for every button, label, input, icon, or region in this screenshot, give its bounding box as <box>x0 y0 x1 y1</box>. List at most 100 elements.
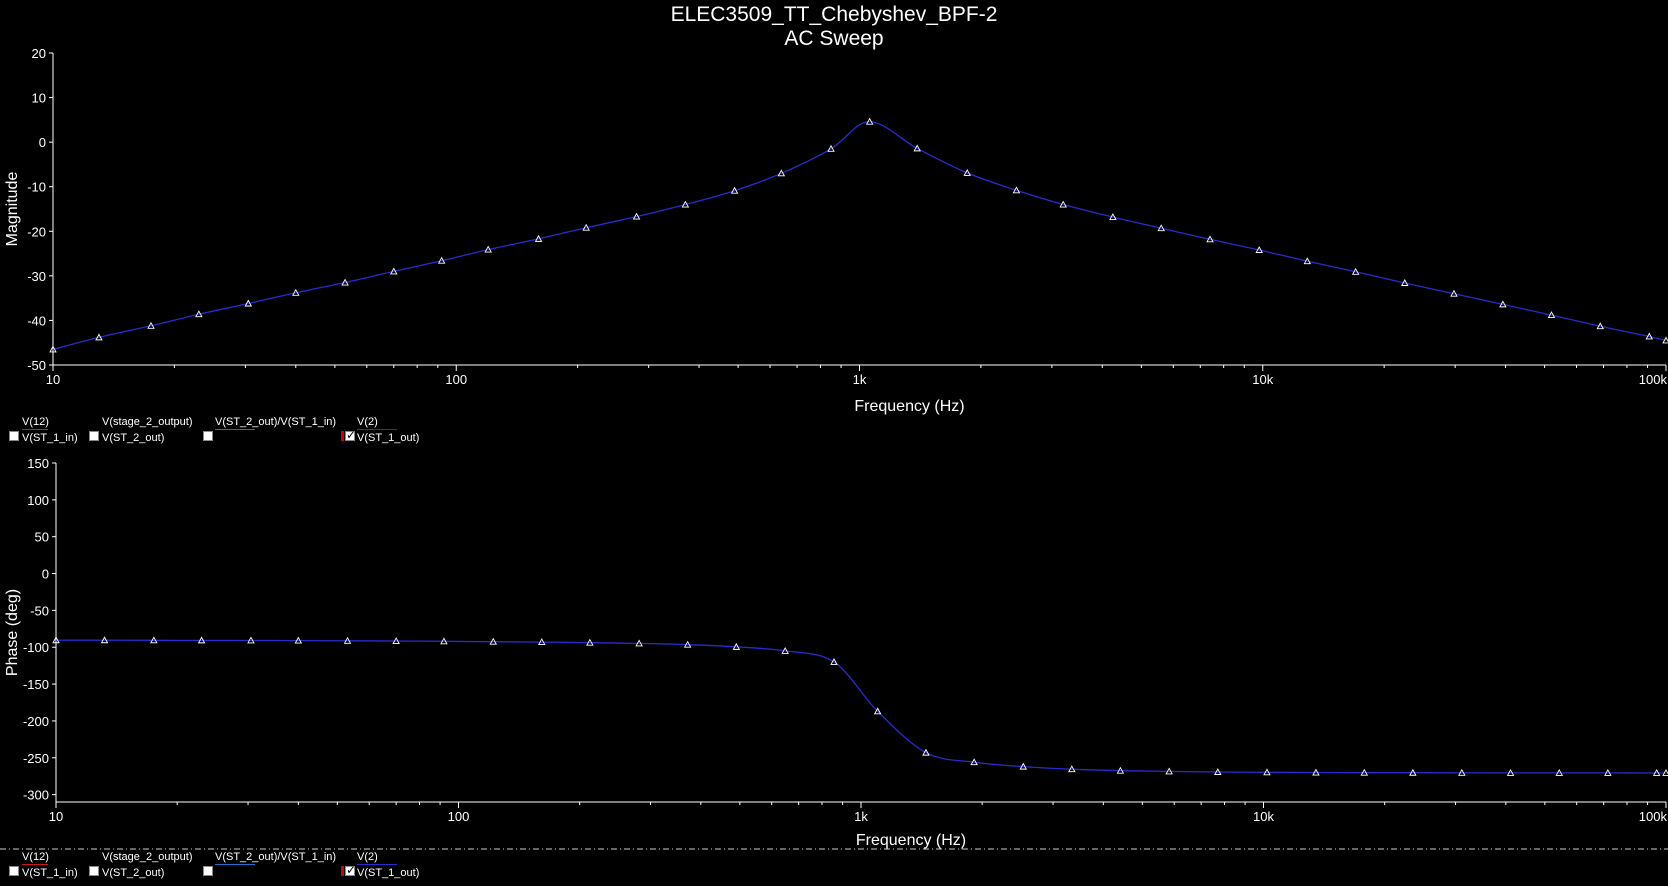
legend-checkbox[interactable] <box>89 866 99 876</box>
magnitude-data-point <box>1255 246 1263 253</box>
phase-data-point <box>1604 768 1612 776</box>
magnitude-data-point <box>534 234 543 242</box>
chart-subtitle: AC Sweep <box>784 27 883 50</box>
phase-y-tick-label: -300 <box>23 788 49 803</box>
phase-y-tick-label: -150 <box>23 677 49 692</box>
phase-x-tick-label: 1k <box>854 809 868 824</box>
magnitude-data-point <box>49 345 57 353</box>
magnitude-x-tick-label: 100k <box>1639 372 1668 387</box>
phase-data-point <box>343 636 352 644</box>
legend-checkbox[interactable] <box>203 866 213 876</box>
legend-checkbox[interactable] <box>9 431 19 441</box>
legend-trace-name: V(ST_1_out) <box>357 432 420 444</box>
legend-trace-label: V(12) <box>22 416 49 428</box>
magnitude-data-point <box>1499 300 1507 308</box>
phase-data-point <box>197 636 206 644</box>
phase-y-tick-label: 100 <box>27 493 49 508</box>
magnitude-data-point <box>147 321 155 329</box>
magnitude-data-point <box>1157 224 1165 232</box>
magnitude-data-point <box>195 310 203 318</box>
magnitude-data-point <box>1351 267 1360 275</box>
phase-data-point <box>1019 762 1028 770</box>
legend-checkbox[interactable] <box>345 863 356 877</box>
legend-trace-label: V(ST_2_out)/V(ST_1_in) <box>215 416 337 428</box>
phase-series-line <box>56 639 1666 774</box>
legend-color-swatch <box>357 429 397 430</box>
magnitude-y-tick-label: -40 <box>27 313 46 328</box>
legend-trace-name: V(ST_1_in) <box>22 432 78 444</box>
phase-data-point <box>781 646 789 654</box>
legend-checkbox[interactable] <box>89 431 99 441</box>
phase-y-tick-label: 50 <box>35 530 49 545</box>
phase-data-point <box>830 658 838 665</box>
legend-trace-label: V(2) <box>357 851 378 863</box>
legend-trace-label: V(12) <box>22 851 49 863</box>
magnitude-y-axis-title: Magnitude <box>4 172 21 247</box>
magnitude-data-point <box>865 117 874 125</box>
phase-data-point <box>922 748 930 756</box>
legend-trace-name: V(ST_1_in) <box>22 867 78 879</box>
legend-trace-name: V(ST_1_out) <box>357 867 420 879</box>
magnitude-data-point <box>730 186 739 194</box>
phase-x-axis-title: Frequency (Hz) <box>856 832 966 849</box>
phase-data-point <box>100 636 109 644</box>
phase-data-point <box>683 640 692 648</box>
magnitude-x-tick-label: 100 <box>445 372 467 387</box>
legend-color-swatch <box>215 429 255 430</box>
magnitude-data-point <box>827 144 835 152</box>
phase-data-point <box>586 638 594 646</box>
legend-checkbox[interactable] <box>203 431 213 441</box>
legend-checkbox[interactable] <box>345 428 356 442</box>
legend-color-swatch <box>357 864 397 865</box>
phase-data-point <box>1555 768 1564 776</box>
magnitude-data-point <box>341 278 349 286</box>
magnitude-data-point <box>1059 200 1067 208</box>
magnitude-data-point <box>1109 213 1117 220</box>
phase-y-tick-label: 0 <box>42 567 49 582</box>
phase-data-point <box>150 636 158 644</box>
magnitude-y-tick-label: -30 <box>27 269 46 284</box>
phase-y-tick-label: -200 <box>23 714 49 729</box>
legend-color-swatch <box>215 864 255 865</box>
magnitude-data-point <box>777 169 786 177</box>
phase-y-tick-label: -250 <box>23 751 49 766</box>
legend-trace-label: V(stage_2_output) <box>102 851 193 863</box>
magnitude-data-point <box>390 267 398 275</box>
phase-data-point <box>294 636 303 644</box>
magnitude-data-point <box>963 168 971 176</box>
phase-data-point <box>970 758 978 766</box>
legend-color-swatch <box>22 864 48 865</box>
magnitude-data-point <box>582 223 590 231</box>
magnitude-data-point <box>1645 332 1654 340</box>
magnitude-y-tick-label: -20 <box>27 224 46 239</box>
magnitude-x-tick-label: 10 <box>46 372 60 387</box>
legend-trace-label: V(2) <box>357 416 378 428</box>
phase-data-point <box>489 637 498 645</box>
legend-checkbox[interactable] <box>9 866 19 876</box>
phase-y-axis-title: Phase (deg) <box>4 589 21 676</box>
magnitude-y-tick-label: -10 <box>27 180 46 195</box>
magnitude-data-point <box>913 144 921 152</box>
phase-y-tick-label: -100 <box>23 640 49 655</box>
magnitude-y-tick-label: -50 <box>27 358 46 373</box>
phase-data-point <box>52 636 60 644</box>
phase-y-tick-label: -50 <box>30 603 49 618</box>
phase-x-tick-label: 10k <box>1253 809 1274 824</box>
magnitude-data-point <box>1547 311 1556 319</box>
magnitude-x-axis-title: Frequency (Hz) <box>854 398 964 415</box>
phase-data-point <box>537 638 546 646</box>
phase-x-tick-label: 100 <box>448 809 470 824</box>
legend-trace-name: V(ST_2_out) <box>102 867 165 879</box>
phase-data-point <box>392 637 400 644</box>
phase-x-tick-label: 10 <box>49 809 63 824</box>
phase-y-tick-label: 150 <box>27 456 49 471</box>
phase-x-tick-label: 100k <box>1639 809 1668 824</box>
legend-trace-label: V(ST_2_out)/V(ST_1_in) <box>215 851 337 863</box>
phase-data-point <box>635 639 643 647</box>
legend-color-swatch <box>22 429 48 430</box>
magnitude-data-point <box>1206 235 1214 243</box>
phase-data-point <box>873 707 882 715</box>
